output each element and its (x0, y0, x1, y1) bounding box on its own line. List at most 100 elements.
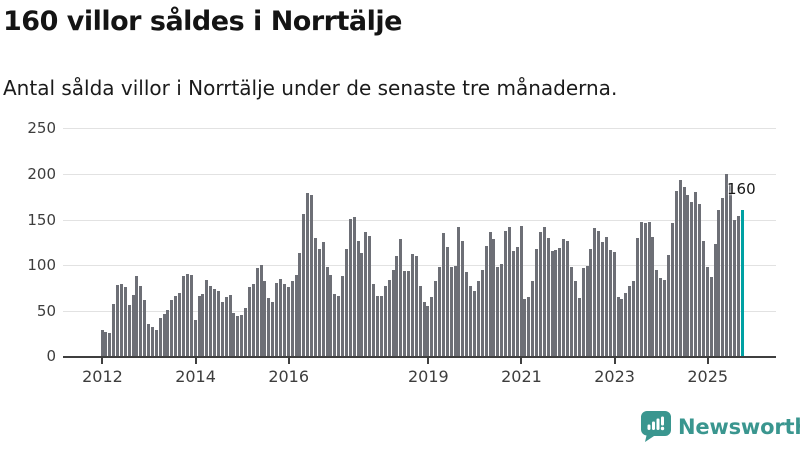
bar (162, 313, 166, 357)
bar (601, 241, 605, 357)
bar (577, 298, 581, 357)
bar (484, 246, 488, 357)
bar (259, 265, 263, 357)
bar (694, 192, 698, 357)
bar (360, 252, 364, 357)
page-title: 160 villor såldes i Norrtälje (3, 6, 402, 37)
bar (216, 291, 220, 357)
bar (674, 191, 678, 357)
bar (372, 283, 376, 357)
bar (441, 233, 445, 357)
bar (616, 296, 620, 357)
bar (562, 238, 566, 357)
y-axis-label: 100 (27, 256, 56, 275)
bar (682, 186, 686, 357)
bar (504, 230, 508, 357)
x-axis-label: 2025 (687, 367, 729, 386)
bar (387, 280, 391, 357)
bar (721, 197, 725, 357)
x-axis-tick (427, 358, 430, 364)
bar (666, 255, 670, 357)
y-axis-label: 250 (27, 119, 56, 137)
bar (500, 264, 504, 357)
bar (542, 226, 546, 357)
bar (593, 227, 597, 357)
bar (306, 193, 310, 357)
bar (127, 304, 131, 357)
bar (507, 226, 511, 357)
bar (651, 237, 655, 357)
bar (480, 269, 484, 357)
bar (717, 210, 721, 357)
bar (123, 287, 127, 357)
bar (181, 276, 185, 357)
bar (395, 256, 399, 357)
bar (379, 295, 383, 357)
bar (647, 222, 651, 357)
bar (341, 276, 345, 357)
bar (100, 329, 104, 357)
x-axis-tick (706, 358, 709, 364)
bar (713, 244, 717, 357)
bar (112, 303, 116, 357)
bar (333, 293, 337, 357)
bar (414, 256, 418, 357)
bar (213, 289, 217, 357)
x-axis-tick (101, 358, 104, 364)
bar (469, 285, 473, 357)
bar (267, 298, 271, 357)
bar (659, 278, 663, 357)
bar (558, 247, 562, 357)
bar (158, 317, 162, 357)
bar (368, 236, 372, 357)
bar (205, 280, 209, 357)
gridline-100 (63, 265, 776, 267)
x-axis-label: 2016 (268, 367, 310, 386)
bar (278, 279, 282, 357)
bar (678, 180, 682, 357)
bar (166, 310, 170, 357)
bar (438, 267, 442, 357)
bar (116, 284, 120, 357)
bar (201, 293, 205, 357)
bar (643, 223, 647, 357)
x-axis-tick (613, 358, 616, 364)
x-axis-line (63, 356, 776, 358)
bar (154, 329, 158, 357)
bar (612, 251, 616, 357)
newsworthy-wordmark: Newsworthy (678, 414, 800, 439)
x-axis-label: 2012 (82, 367, 123, 386)
bar (434, 280, 438, 357)
bar (119, 283, 123, 357)
bar (566, 240, 570, 357)
bar (228, 294, 232, 357)
bar (271, 302, 275, 357)
bar (170, 300, 174, 357)
bar (135, 276, 139, 357)
bar (461, 240, 465, 357)
bar (143, 300, 147, 357)
bar (178, 292, 182, 357)
bar (426, 305, 430, 357)
bar (422, 302, 426, 357)
last-bar-value-label: 160 (727, 180, 756, 198)
bar (732, 219, 736, 357)
bar (445, 247, 449, 357)
bar (356, 240, 360, 357)
bar (430, 296, 434, 357)
bar (535, 248, 539, 357)
bar (240, 314, 244, 357)
bar (325, 267, 329, 357)
bar (581, 268, 585, 357)
bar (538, 231, 542, 357)
bar (597, 230, 601, 357)
bar (232, 313, 236, 357)
bar (255, 268, 259, 357)
gridline-250 (63, 128, 776, 129)
bar (523, 299, 527, 357)
bar (690, 202, 694, 357)
bar (624, 292, 628, 357)
bar (686, 194, 690, 357)
newsworthy-brand-link[interactable]: Newsworthy (641, 411, 800, 442)
bar (569, 267, 573, 357)
